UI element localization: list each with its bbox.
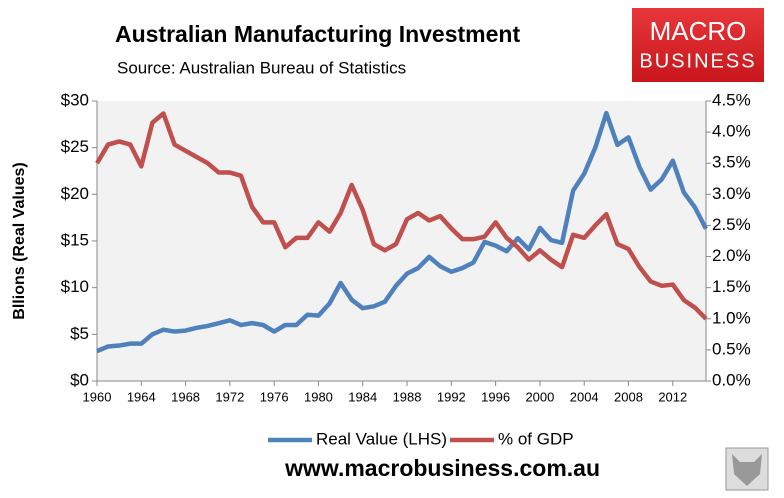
y-tick-label: $5	[70, 324, 89, 343]
x-tick-label: 1996	[481, 389, 510, 404]
x-tick-label: 1984	[348, 389, 377, 404]
y2-tick-label: 2.5%	[712, 215, 751, 234]
y2-tick-label: 0.0%	[712, 370, 751, 389]
x-tick-label: 2008	[614, 389, 643, 404]
chart-subtitle: Source: Australian Bureau of Statistics	[117, 58, 406, 77]
chart-title: Australian Manufacturing Investment	[115, 21, 520, 47]
logo-text: MACRO	[650, 16, 747, 46]
x-tick-label: 2012	[658, 389, 687, 404]
x-tick-label: 1992	[437, 389, 466, 404]
x-tick-label: 2004	[570, 389, 599, 404]
x-tick-label: 1972	[215, 389, 244, 404]
y2-tick-label: 3.5%	[712, 153, 751, 172]
legend-label: Real Value (LHS)	[316, 429, 447, 448]
y2-tick-label: 1.5%	[712, 277, 751, 296]
line-series	[96, 110, 708, 354]
x-tick-label: 1968	[171, 389, 200, 404]
y-tick-label: $25	[61, 137, 89, 156]
y2-tick-label: 0.5%	[712, 339, 751, 358]
y-axis-label: Bllions (Real Values)	[11, 162, 28, 319]
logo-text: BUSINESS	[639, 50, 756, 72]
logo-box	[632, 8, 764, 82]
y-tick-label: $10	[61, 277, 89, 296]
x-tick-label: 2000	[525, 389, 554, 404]
y-tick-label: $20	[61, 184, 89, 203]
wolf-icon	[725, 447, 769, 491]
x-tick-label: 1960	[83, 389, 112, 404]
y2-tick-label: 2.0%	[712, 246, 751, 265]
x-tick-label: 1980	[304, 389, 333, 404]
line-series	[95, 111, 708, 321]
x-tick-label: 1988	[393, 389, 422, 404]
y2-tick-label: 4.5%	[712, 90, 751, 109]
y2-tick-label: 1.0%	[712, 308, 751, 327]
footer: www.macrobusiness.com.au	[284, 455, 600, 481]
y2-tick-label: 3.0%	[712, 184, 751, 203]
y2-tick-label: 4.0%	[712, 122, 751, 141]
x-tick-label: 1976	[260, 389, 289, 404]
y-tick-label: $30	[61, 90, 89, 109]
y-tick-label: $0	[70, 370, 89, 389]
y-tick-label: $15	[61, 230, 89, 249]
x-tick-label: 1964	[127, 389, 156, 404]
plot-area	[97, 101, 706, 381]
legend-label: % of GDP	[498, 429, 574, 448]
